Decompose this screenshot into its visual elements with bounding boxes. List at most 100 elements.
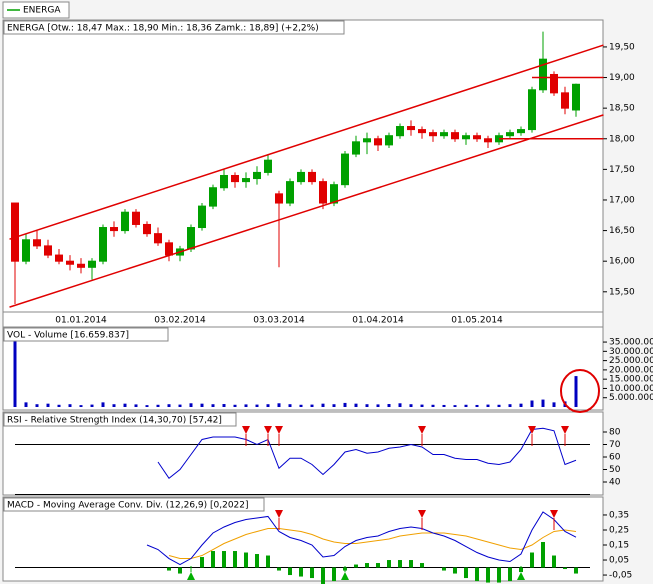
y-tick-label: 40: [609, 478, 621, 488]
volume-bar: [552, 402, 556, 407]
candle-body: [572, 83, 580, 111]
histogram-bar: [222, 551, 226, 568]
y-tick-label: 18,00: [609, 134, 635, 144]
histogram-bar: [244, 552, 248, 568]
y-tick-label: 15.000.000: [609, 375, 653, 385]
y-tick-label: 35.000.000: [609, 338, 653, 348]
volume-bar: [442, 404, 446, 407]
histogram-bar: [464, 567, 468, 579]
y-tick-label: 17,50: [609, 165, 635, 175]
volume-bar: [453, 405, 457, 407]
candle-body: [275, 193, 283, 204]
candle-body: [352, 141, 360, 155]
sell-signal: [418, 426, 426, 434]
volume-bar: [90, 404, 94, 407]
y-tick-label: 0,35: [609, 510, 629, 520]
histogram-bar: [387, 560, 391, 568]
macd-line: [146, 511, 577, 566]
volume-bar: [464, 404, 468, 407]
histogram-bar: [442, 567, 446, 571]
volume-bar: [409, 404, 413, 407]
y-tick-label: 80: [609, 428, 621, 438]
candle-body: [11, 202, 19, 262]
candle-body: [198, 205, 206, 229]
sell-signal: [418, 510, 426, 518]
buy-signal: [517, 572, 525, 580]
volume-bar: [79, 405, 83, 407]
candle-body: [110, 227, 118, 232]
candle-body: [220, 174, 228, 189]
histogram-bar: [420, 563, 424, 568]
histogram-bar: [332, 567, 336, 582]
candle-body: [242, 178, 250, 183]
histogram-bar: [299, 567, 303, 577]
volume-bar: [354, 403, 358, 407]
candle-body: [55, 254, 63, 262]
volume-bar: [486, 404, 490, 407]
candle-body: [440, 132, 448, 137]
volume-bar: [376, 404, 380, 407]
sell-signal: [528, 426, 536, 434]
candle-body: [363, 138, 371, 143]
x-tick-label: 01.05.2014: [451, 316, 503, 326]
volume-bar: [167, 404, 171, 407]
title-box: [3, 412, 237, 427]
histogram-bar: [310, 567, 314, 579]
histogram-bar: [552, 555, 556, 568]
y-tick-label: 30.000.000: [609, 347, 653, 357]
candle-body: [209, 187, 217, 207]
y-tick-label: -0,05: [609, 571, 632, 581]
histogram-bar: [321, 567, 325, 584]
volume-bar: [101, 402, 105, 407]
candle-body: [253, 171, 261, 180]
candle-body: [374, 138, 382, 146]
candle-body: [451, 132, 459, 140]
sell-signal: [275, 510, 283, 518]
volume-bar: [398, 403, 402, 407]
histogram-bar: [288, 567, 292, 576]
volume-bar: [387, 404, 391, 407]
y-tick-label: 0,15: [609, 541, 629, 551]
histogram-bar: [453, 567, 457, 574]
histogram-bar: [530, 552, 534, 568]
candle-body: [99, 227, 107, 262]
volume-bar: [222, 404, 226, 407]
signal-line: [168, 527, 577, 560]
volume-bar: [156, 404, 160, 407]
rsi-line: [157, 427, 577, 479]
candle-body: [341, 153, 349, 186]
candle-body: [506, 132, 514, 137]
candle-body: [132, 211, 140, 225]
buy-signal: [341, 572, 349, 580]
title-box: [3, 20, 345, 35]
price-panel: [2, 19, 604, 313]
volume-bar: [46, 403, 50, 407]
volume-bar: [233, 404, 237, 407]
histogram-bar: [277, 567, 281, 571]
volume-bar: [431, 404, 435, 407]
histogram-bar: [409, 560, 413, 568]
volume-bar: [178, 404, 182, 407]
y-tick-label: 0,25: [609, 525, 629, 535]
volume-bar: [145, 405, 149, 407]
candle-body: [165, 242, 173, 256]
candle-body: [484, 138, 492, 143]
trendline: [9, 44, 604, 240]
y-tick-label: 10.000.000: [609, 384, 653, 394]
candle-body: [297, 171, 305, 183]
volume-bar: [24, 402, 28, 407]
candle-body: [143, 223, 151, 235]
y-tick-label: 50: [609, 465, 621, 475]
y-tick-label: 16,00: [609, 257, 635, 267]
y-tick-label: 5.000.000: [609, 393, 653, 403]
candle-body: [308, 171, 316, 183]
candle-body: [88, 260, 96, 268]
candle-body: [77, 263, 85, 268]
candle-body: [429, 132, 437, 137]
x-tick-label: 03.02.2014: [154, 316, 206, 326]
candle-body: [550, 73, 558, 94]
title-box: [3, 497, 265, 512]
histogram-bar: [211, 551, 215, 568]
volume-bar: [299, 404, 303, 407]
